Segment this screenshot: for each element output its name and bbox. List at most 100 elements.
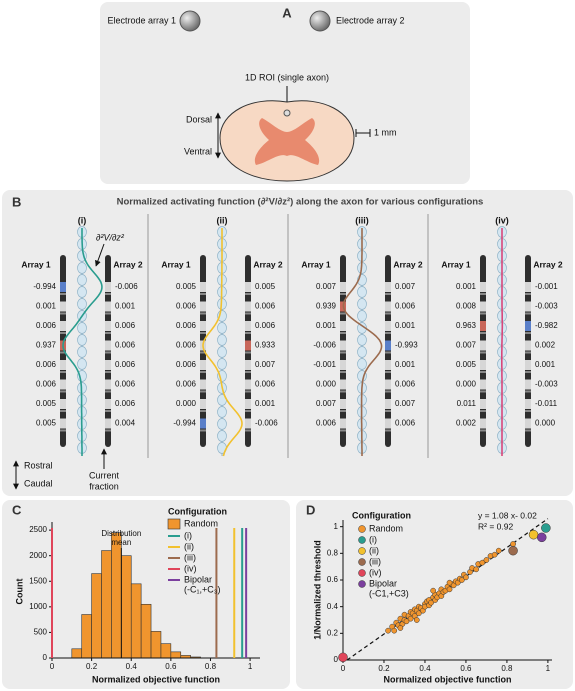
panel-letter: D bbox=[306, 502, 315, 517]
array-label: Array 2 bbox=[113, 259, 143, 269]
contact bbox=[105, 399, 111, 409]
electrode-label: Electrode array 2 bbox=[336, 15, 405, 25]
scale-bar bbox=[355, 129, 371, 137]
y-axis-label: Count bbox=[14, 579, 24, 605]
contact bbox=[525, 282, 531, 292]
rod-band bbox=[385, 351, 391, 354]
y-tick-label: 2000 bbox=[29, 551, 47, 560]
histogram-bar bbox=[111, 532, 122, 659]
current-value: 0.006 bbox=[255, 302, 276, 311]
scatter-point bbox=[483, 557, 490, 563]
current-value: 0.001 bbox=[395, 321, 416, 330]
x-axis-label: Normalized objective function bbox=[383, 674, 511, 684]
roi-label: 1D ROI (single axon) bbox=[245, 72, 329, 82]
legend-label: Random bbox=[369, 523, 403, 533]
current-value: 0.006 bbox=[176, 360, 197, 369]
y-tick-label: 1 bbox=[334, 522, 339, 531]
contact bbox=[60, 360, 66, 370]
rostral-label: Rostral bbox=[24, 460, 53, 470]
current-value: 0.001 bbox=[36, 302, 57, 311]
current-value: -0.011 bbox=[535, 399, 558, 408]
axon-node bbox=[217, 430, 227, 442]
rod-band bbox=[105, 371, 111, 373]
contact bbox=[105, 379, 111, 390]
contact bbox=[60, 301, 66, 312]
panel-letter: A bbox=[282, 5, 292, 20]
x-tick-label: 0.4 bbox=[419, 664, 431, 673]
contact bbox=[60, 418, 66, 429]
rod-band bbox=[245, 410, 251, 412]
array-label: Array 2 bbox=[253, 259, 283, 269]
axon-node bbox=[357, 346, 367, 358]
contact bbox=[340, 340, 346, 351]
current-value: 0.006 bbox=[115, 380, 136, 389]
rod-band bbox=[480, 390, 486, 393]
panel-letter: B bbox=[12, 194, 21, 209]
contact bbox=[60, 282, 66, 292]
x-tick-label: 0.6 bbox=[165, 662, 177, 671]
scatter-point bbox=[430, 587, 437, 594]
contact bbox=[480, 321, 486, 331]
array-label: Array 1 bbox=[21, 259, 51, 269]
legend-label: (i) bbox=[184, 530, 192, 540]
current-value: 0.939 bbox=[316, 302, 337, 311]
current-value: 0.000 bbox=[316, 380, 337, 389]
panel-title: Normalized activating function (∂²V/∂z²)… bbox=[117, 197, 484, 208]
scatter-point bbox=[407, 615, 414, 622]
x-tick-label: 1 bbox=[546, 664, 551, 673]
scatter-point bbox=[397, 625, 404, 631]
rod-band bbox=[200, 371, 206, 373]
current-value: 0.000 bbox=[176, 399, 197, 408]
histogram-bar bbox=[170, 651, 182, 659]
contact bbox=[525, 321, 531, 331]
axon-node bbox=[77, 298, 87, 310]
x-tick-label: 0.6 bbox=[460, 664, 472, 673]
roi-marker bbox=[283, 109, 291, 117]
scatter-point bbox=[495, 547, 502, 554]
contact bbox=[340, 360, 346, 370]
current-value: 0.007 bbox=[395, 282, 416, 291]
rod-band bbox=[245, 312, 251, 315]
current-value: 0.008 bbox=[456, 302, 477, 311]
dorsal-label: Dorsal bbox=[186, 114, 212, 124]
contact bbox=[385, 399, 391, 409]
rod-band bbox=[525, 332, 531, 334]
histogram-bar bbox=[121, 555, 132, 659]
rod-band bbox=[340, 410, 346, 412]
contact bbox=[385, 321, 391, 331]
array-label: Array 1 bbox=[441, 259, 471, 269]
current-value: -0.003 bbox=[535, 302, 558, 311]
contact bbox=[340, 321, 346, 331]
gray-matter bbox=[254, 118, 320, 165]
current-value: 0.006 bbox=[115, 360, 136, 369]
histogram-bar bbox=[160, 643, 172, 659]
axon-node bbox=[77, 358, 87, 370]
legend-label: Random bbox=[184, 518, 218, 528]
rod-band bbox=[385, 293, 391, 295]
current-value: 0.007 bbox=[255, 360, 276, 369]
rod-band bbox=[525, 351, 531, 354]
legend-label: (-C1,+C3) bbox=[369, 588, 409, 598]
current-value: 0.006 bbox=[176, 302, 197, 311]
current-value: 0.006 bbox=[255, 380, 276, 389]
current-value: -0.993 bbox=[395, 341, 418, 350]
x-tick-label: 0.2 bbox=[86, 662, 98, 671]
contact bbox=[200, 301, 206, 312]
legend-label: (iii) bbox=[184, 552, 196, 562]
x-tick-label: 0.2 bbox=[378, 664, 390, 673]
axon-node bbox=[217, 406, 227, 418]
annotation: Distribution bbox=[101, 529, 141, 538]
rod-band bbox=[385, 429, 391, 432]
y-tick-label: 0 bbox=[43, 653, 48, 662]
scatter-point bbox=[479, 559, 486, 566]
current-value: 0.001 bbox=[395, 360, 416, 369]
rod-band bbox=[200, 410, 206, 412]
rod-band bbox=[480, 293, 486, 295]
contact bbox=[385, 360, 391, 370]
rod-band bbox=[105, 410, 111, 412]
legend-label: (iii) bbox=[369, 556, 381, 566]
axon-node bbox=[217, 346, 227, 358]
panel-a-box bbox=[100, 2, 470, 184]
contact bbox=[480, 301, 486, 312]
